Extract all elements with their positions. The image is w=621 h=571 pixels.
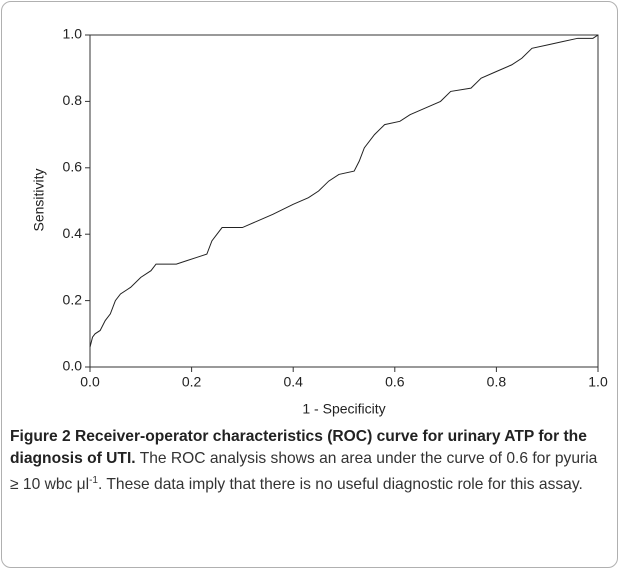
y-axis-label: Sensitivity	[31, 168, 47, 231]
x-tick-label: 0.6	[385, 374, 405, 390]
caption: Figure 2 Receiver-operator characteristi…	[10, 426, 610, 496]
x-tick-label: 0.4	[283, 374, 303, 390]
x-axis-label: 1 - Specificity	[302, 401, 385, 417]
x-tick-label: 0.8	[487, 374, 507, 390]
caption-text: . These data imply that there is no usef…	[98, 476, 583, 494]
caption-label: Figure 2	[10, 428, 71, 445]
y-tick-label: 1.0	[63, 26, 83, 42]
y-tick-label: 0.2	[63, 291, 83, 307]
y-tick-label: 0.6	[63, 159, 83, 175]
chart: Sensitivity 1 - Specificity 0.0 0.2 0.4 0.6…	[31, 26, 608, 417]
x-tick-label: 0.2	[182, 374, 202, 390]
caption-text: The ROC analysis shows an area under the…	[10, 450, 598, 494]
caption-title: Receiver-operator characteristics (ROC) …	[10, 428, 587, 467]
x-tick-label: 0.0	[80, 374, 100, 390]
caption-superscript: -1	[89, 475, 98, 486]
x-tick-label: 1.0	[588, 374, 608, 390]
y-tick-label: 0.4	[63, 225, 83, 241]
roc-curve	[89, 34, 599, 348]
y-tick-label: 0.8	[63, 92, 83, 108]
plot-frame	[89, 34, 599, 368]
y-tick-label: 0.0	[63, 358, 83, 374]
